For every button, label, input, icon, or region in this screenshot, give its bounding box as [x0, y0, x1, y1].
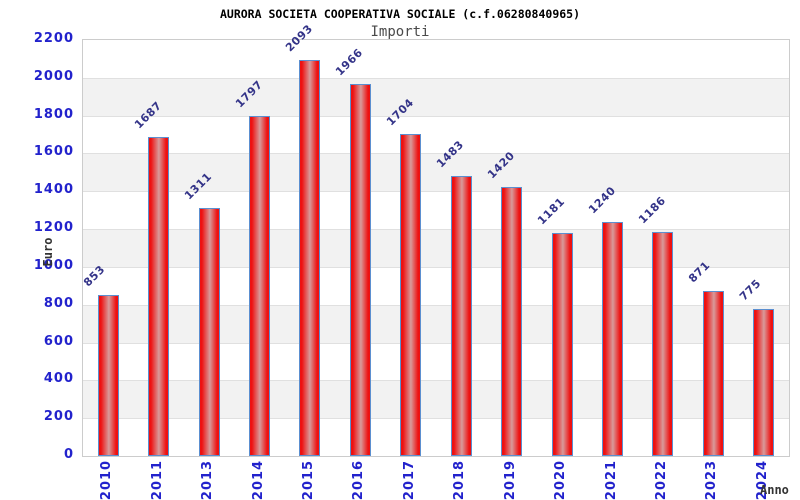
y-tick-label: 1600	[33, 144, 74, 160]
bar	[97, 295, 119, 456]
x-tick-label: 2014	[250, 459, 266, 500]
gridline	[83, 153, 789, 155]
plot-band	[83, 418, 789, 456]
x-tick-label: 2016	[351, 459, 367, 500]
x-tick-label: 2013	[200, 459, 216, 500]
x-tick-label: 2010	[99, 459, 115, 500]
gridline	[83, 342, 789, 344]
x-tick-label: 2021	[603, 459, 619, 500]
y-axis-title: Euro	[41, 237, 55, 267]
gridline	[83, 266, 789, 268]
plot-band	[83, 77, 789, 116]
bar	[702, 291, 724, 456]
chart-title: AURORA SOCIETA COOPERATIVA SOCIALE (c.f.…	[219, 7, 581, 21]
plot-band	[83, 304, 789, 343]
x-tick-label: 2023	[704, 459, 720, 500]
x-tick-label: 2015	[300, 459, 316, 500]
bar	[652, 232, 674, 456]
y-tick-label: 2000	[33, 68, 74, 84]
bar	[450, 176, 472, 456]
plot-band	[83, 115, 789, 154]
gridline	[83, 77, 789, 79]
plot-band	[83, 342, 789, 381]
plot-band	[83, 380, 789, 419]
plot-area	[82, 39, 790, 457]
plot-band	[83, 40, 789, 78]
x-tick-label: 2017	[401, 459, 417, 500]
gridline	[83, 304, 789, 306]
x-tick-label: 2011	[149, 459, 165, 500]
plot-band	[83, 153, 789, 192]
bar	[148, 137, 170, 456]
y-tick-label: 1200	[33, 220, 74, 236]
chart-subtitle: Importi	[370, 24, 430, 40]
y-tick-label: 600	[43, 333, 74, 349]
bar	[602, 222, 623, 456]
y-tick-label: 2200	[33, 31, 74, 46]
bar	[299, 60, 321, 456]
bar	[400, 134, 422, 456]
x-tick-label: 2020	[553, 459, 569, 500]
bar	[349, 84, 371, 456]
gridline	[83, 380, 789, 382]
x-tick-label: 2018	[452, 459, 468, 500]
plot-band	[83, 266, 789, 305]
plot-band	[83, 229, 789, 267]
bar	[501, 187, 523, 456]
gridline	[83, 115, 789, 117]
x-tick-label: 2022	[653, 459, 669, 500]
gridline	[83, 191, 789, 193]
y-tick-label: 200	[43, 409, 74, 425]
y-tick-label: 0	[63, 447, 74, 462]
bar	[249, 116, 270, 456]
bar	[198, 208, 220, 456]
y-tick-label: 800	[43, 295, 74, 311]
bar	[753, 309, 775, 456]
x-tick-label: 2019	[502, 459, 518, 500]
gridline	[83, 418, 789, 420]
bar	[551, 233, 573, 456]
x-axis-title: Anno	[760, 483, 789, 497]
y-tick-label: 400	[43, 371, 74, 387]
y-tick-label: 1800	[33, 106, 74, 122]
y-tick-label: 1000	[33, 257, 74, 273]
y-tick-label: 1400	[33, 182, 74, 198]
gridline	[83, 229, 789, 231]
